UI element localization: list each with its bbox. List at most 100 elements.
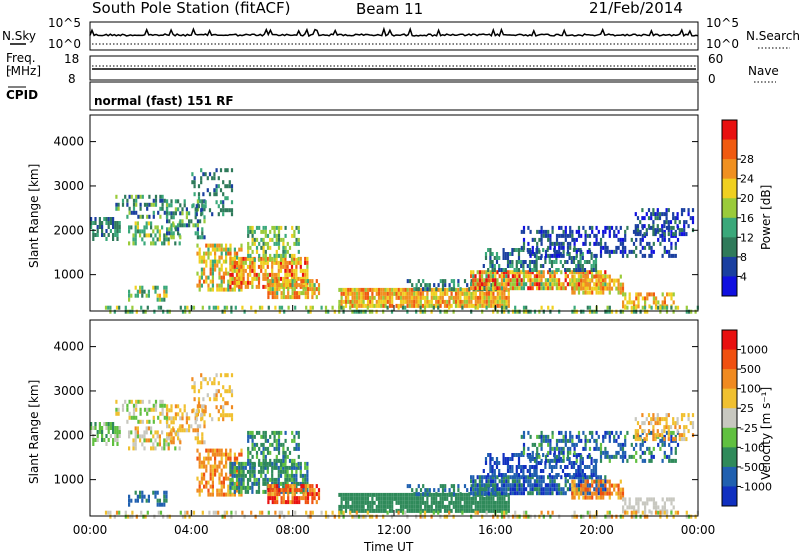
velocity-cell: [652, 505, 655, 510]
velocity-cell: [661, 497, 664, 502]
nsearch-tick-bottom: 10^0: [706, 37, 739, 51]
power-cell: [441, 291, 444, 296]
velocity-cell: [590, 473, 593, 477]
velocity-cell: [516, 479, 519, 484]
velocity-cell: [154, 494, 157, 499]
power-cell: [525, 309, 528, 314]
velocity-cell: [579, 457, 582, 461]
velocity-cell: [570, 461, 573, 465]
velocity-cell: [279, 481, 283, 486]
velocity-cell: [255, 454, 259, 459]
power-cell: [606, 282, 609, 287]
velocity-cell: [307, 514, 310, 519]
power-cell: [117, 202, 120, 207]
power-cell: [299, 256, 302, 261]
velocity-cell: [249, 469, 252, 474]
velocity-cell: [608, 458, 611, 463]
velocity-cell: [273, 446, 276, 451]
velocity-cell: [624, 450, 627, 455]
velocity-cell: [483, 504, 486, 509]
velocity-cell: [533, 479, 536, 484]
velocity-cell: [220, 468, 223, 473]
velocity-cell: [615, 454, 618, 459]
velocity-cell: [624, 434, 627, 439]
velocity-cell: [572, 453, 576, 457]
velocity-cell: [298, 500, 301, 505]
power-cell: [222, 247, 225, 252]
power-cell: [689, 216, 692, 221]
velocity-cell: [112, 426, 115, 430]
velocity-cell: [544, 458, 548, 463]
velocity-cell: [529, 434, 532, 439]
power-cell: [284, 225, 287, 230]
velocity-cell: [573, 491, 576, 496]
power-cell: [639, 220, 642, 225]
power-cell: [302, 287, 305, 292]
velocity-cell: [299, 469, 302, 474]
power-cell: [468, 295, 471, 300]
velocity-cell: [386, 504, 389, 509]
power-cell: [269, 291, 272, 296]
velocity-cell: [441, 500, 444, 505]
power-cell: [128, 210, 131, 215]
velocity-cell: [444, 488, 447, 493]
power-cell: [650, 212, 653, 217]
power-cell: [282, 257, 285, 262]
power-cell: [236, 255, 239, 260]
velocity-cell: [340, 500, 343, 505]
power-cell: [216, 287, 219, 292]
power-cell: [224, 208, 227, 213]
velocity-cell: [143, 494, 146, 499]
power-cell: [505, 286, 508, 291]
velocity-cell: [533, 487, 536, 492]
power-cell: [491, 260, 494, 264]
velocity-cell: [665, 425, 668, 430]
power-cell: [384, 291, 387, 296]
velocity-cell: [538, 454, 541, 459]
power-cell: [371, 303, 374, 308]
velocity-cell: [635, 442, 638, 447]
velocity-cell: [247, 446, 250, 451]
velocity-cell: [231, 465, 234, 470]
velocity-cell: [386, 492, 389, 497]
velocity-cell: [291, 458, 294, 463]
velocity-cell: [224, 401, 227, 406]
power-cell: [648, 253, 651, 258]
velocity-cell: [482, 469, 485, 473]
power-cell: [470, 309, 473, 314]
power-cell: [528, 264, 532, 268]
power-cell: [540, 270, 543, 275]
power-cell: [136, 225, 139, 230]
power-cell: [132, 206, 136, 211]
power-cell: [443, 299, 447, 304]
power-cell: [126, 214, 129, 219]
velocity-cell: [295, 465, 298, 470]
power-cell: [665, 309, 669, 314]
velocity-cell: [443, 496, 447, 501]
power-cell: [608, 309, 611, 314]
power-cell: [443, 287, 447, 292]
power-cell: [577, 260, 580, 264]
velocity-cell: [511, 465, 514, 469]
velocity-cell: [228, 385, 231, 390]
power-cell: [174, 207, 177, 212]
power-cell: [192, 223, 195, 228]
velocity-cell: [452, 504, 455, 509]
velocity-cell: [222, 385, 225, 390]
velocity-cell: [159, 403, 162, 408]
power-cell: [472, 274, 475, 279]
power-cell: [230, 184, 234, 189]
power-cell: [244, 280, 247, 285]
velocity-cell: [529, 483, 532, 488]
velocity-cell: [494, 500, 497, 505]
power-cell: [179, 223, 182, 228]
velocity-colorbar-tick-label: 1000: [740, 344, 768, 357]
power-cell: [628, 300, 631, 305]
velocity-cell: [478, 483, 481, 488]
velocity-cell: [275, 458, 278, 463]
velocity-cell: [502, 457, 505, 461]
power-cell: [215, 168, 218, 173]
power-cell: [284, 249, 287, 254]
power-cell: [262, 245, 265, 250]
velocity-cell: [92, 438, 95, 442]
